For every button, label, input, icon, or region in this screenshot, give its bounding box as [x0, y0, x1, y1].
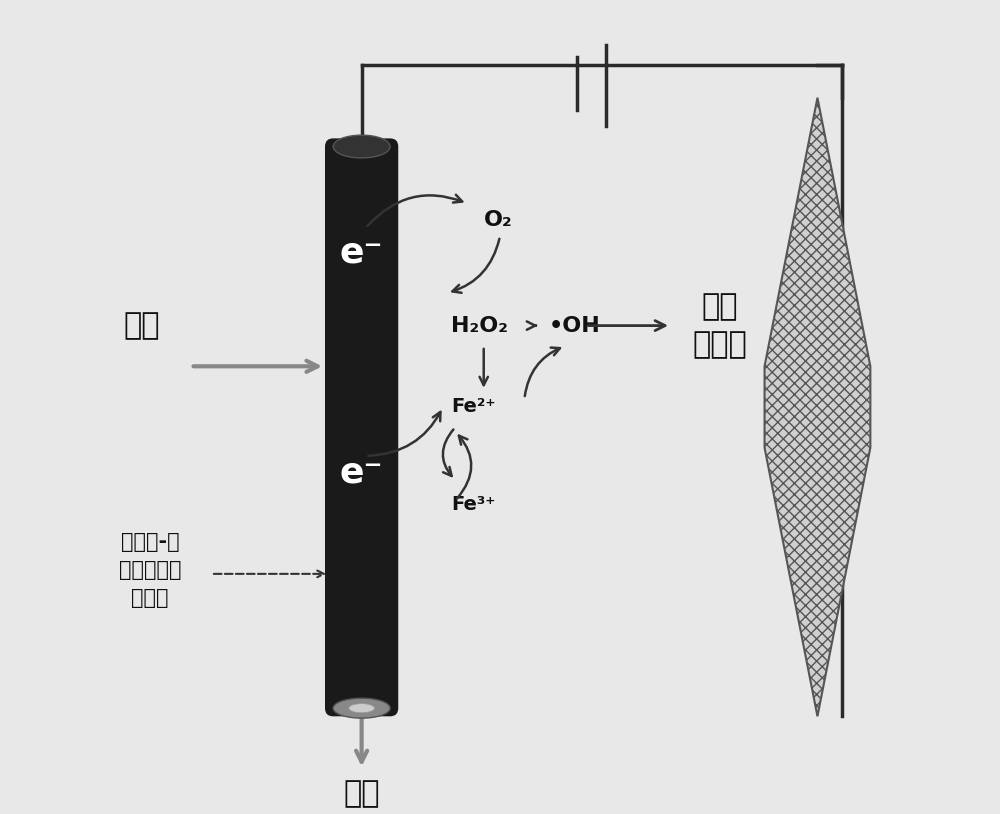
- Text: H₂O₂: H₂O₂: [451, 316, 508, 335]
- Text: •OH: •OH: [549, 316, 601, 335]
- Text: 进水: 进水: [124, 311, 160, 340]
- Polygon shape: [765, 98, 870, 716]
- FancyBboxPatch shape: [325, 138, 398, 716]
- Ellipse shape: [333, 135, 390, 158]
- Text: 多孔碳-碳
纳米管中空
纤维膜: 多孔碳-碳 纳米管中空 纤维膜: [119, 532, 181, 608]
- Text: e⁻: e⁻: [340, 235, 383, 269]
- Text: O₂: O₂: [484, 210, 512, 230]
- Ellipse shape: [349, 703, 374, 713]
- Text: 出水: 出水: [343, 779, 380, 808]
- Text: Fe³⁺: Fe³⁺: [451, 495, 496, 514]
- Text: Fe²⁺: Fe²⁺: [451, 397, 496, 417]
- Ellipse shape: [333, 698, 390, 718]
- Text: e⁻: e⁻: [340, 455, 383, 489]
- Text: 降解
污染物: 降解 污染物: [692, 292, 747, 359]
